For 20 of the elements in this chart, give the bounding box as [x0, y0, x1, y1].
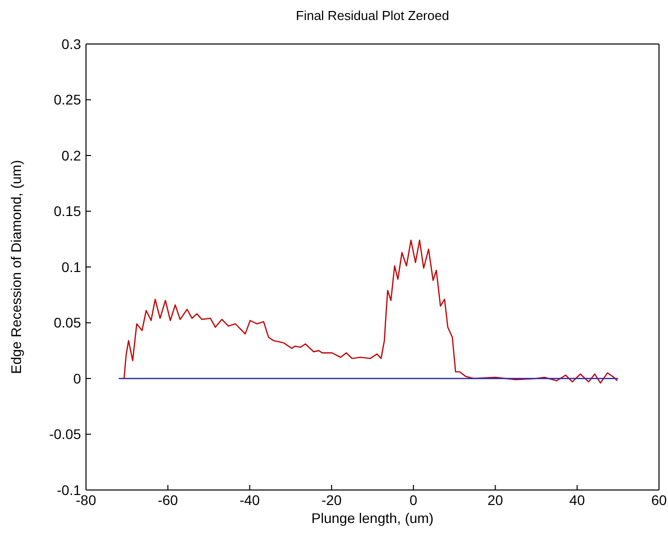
- y-tick-label: 0.05: [54, 314, 82, 331]
- y-tick-label: 0.1: [62, 258, 82, 275]
- y-tick-label: 0.25: [54, 92, 82, 108]
- x-tick-label: 0: [410, 492, 418, 508]
- y-tick-label: -0.1: [56, 482, 82, 498]
- x-tick-label: 60: [651, 492, 667, 508]
- y-tick-label: 0.2: [62, 147, 82, 164]
- y-tick-label: 0.3: [62, 36, 82, 52]
- y-tick-label: -0.05: [49, 426, 82, 442]
- x-tick-label: -20: [321, 492, 342, 508]
- x-tick-label: -40: [240, 492, 260, 508]
- y-tick-label: 0.15: [54, 203, 82, 220]
- chart-title: Final Residual Plot Zeroed: [294, 8, 450, 23]
- x-tick-label: -60: [158, 492, 178, 508]
- x-tick-label: 40: [569, 492, 586, 508]
- line-series: [123, 240, 618, 384]
- y-axis-title: Edge Recession of Diamond, (um): [8, 160, 24, 374]
- y-tick-label: 0: [73, 370, 82, 386]
- x-axis-title: Plunge length, (um): [310, 510, 435, 526]
- x-tick-label: 20: [487, 492, 504, 508]
